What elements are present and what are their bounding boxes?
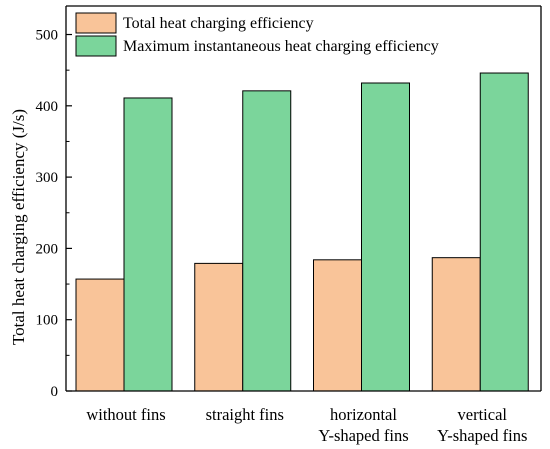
axes-group xyxy=(65,5,542,392)
x-tick-label: straight fins xyxy=(206,405,284,424)
x-tick-label: without fins xyxy=(86,405,165,424)
bar-maximum-0 xyxy=(123,97,173,392)
y-tick-label: 400 xyxy=(36,99,59,115)
y-axis-title: Total heat charging efficiency (J/s) xyxy=(9,109,28,345)
y-tick-label: 0 xyxy=(51,384,59,400)
bar-total-2 xyxy=(313,259,362,392)
y-tick-label: 500 xyxy=(36,28,59,44)
bar-maximum-2 xyxy=(361,82,410,392)
x-tick-label: Y-shaped fins xyxy=(437,426,527,445)
bar-total-3 xyxy=(431,257,481,392)
legend-label-total: Total heat charging efficiency xyxy=(123,15,314,32)
x-tick-label: horizontal xyxy=(330,405,397,424)
x-tick-label: Y-shaped fins xyxy=(318,426,408,445)
bar-maximum-3 xyxy=(479,72,529,392)
legend-label-maximum: Maximum instantaneous heat charging effi… xyxy=(123,38,439,55)
y-tick-label: 300 xyxy=(36,170,59,186)
x-labels-group: without fins straight fins horizontal Y-sha… xyxy=(86,405,527,445)
bar-total-1 xyxy=(194,262,244,392)
y-tick-label: 200 xyxy=(36,241,59,257)
x-tick-label: vertical xyxy=(458,405,508,424)
y-tick-label: 100 xyxy=(36,313,59,329)
legend-swatch-total xyxy=(75,12,117,34)
bar-maximum-1 xyxy=(242,90,292,392)
y-ticks-group: 0 100 200 300 400 500 xyxy=(36,28,72,400)
bar-total-0 xyxy=(75,278,125,392)
bars-group xyxy=(75,72,529,392)
legend: Total heat charging efficiency Maximum in… xyxy=(75,12,439,57)
legend-swatch-maximum xyxy=(75,35,117,57)
